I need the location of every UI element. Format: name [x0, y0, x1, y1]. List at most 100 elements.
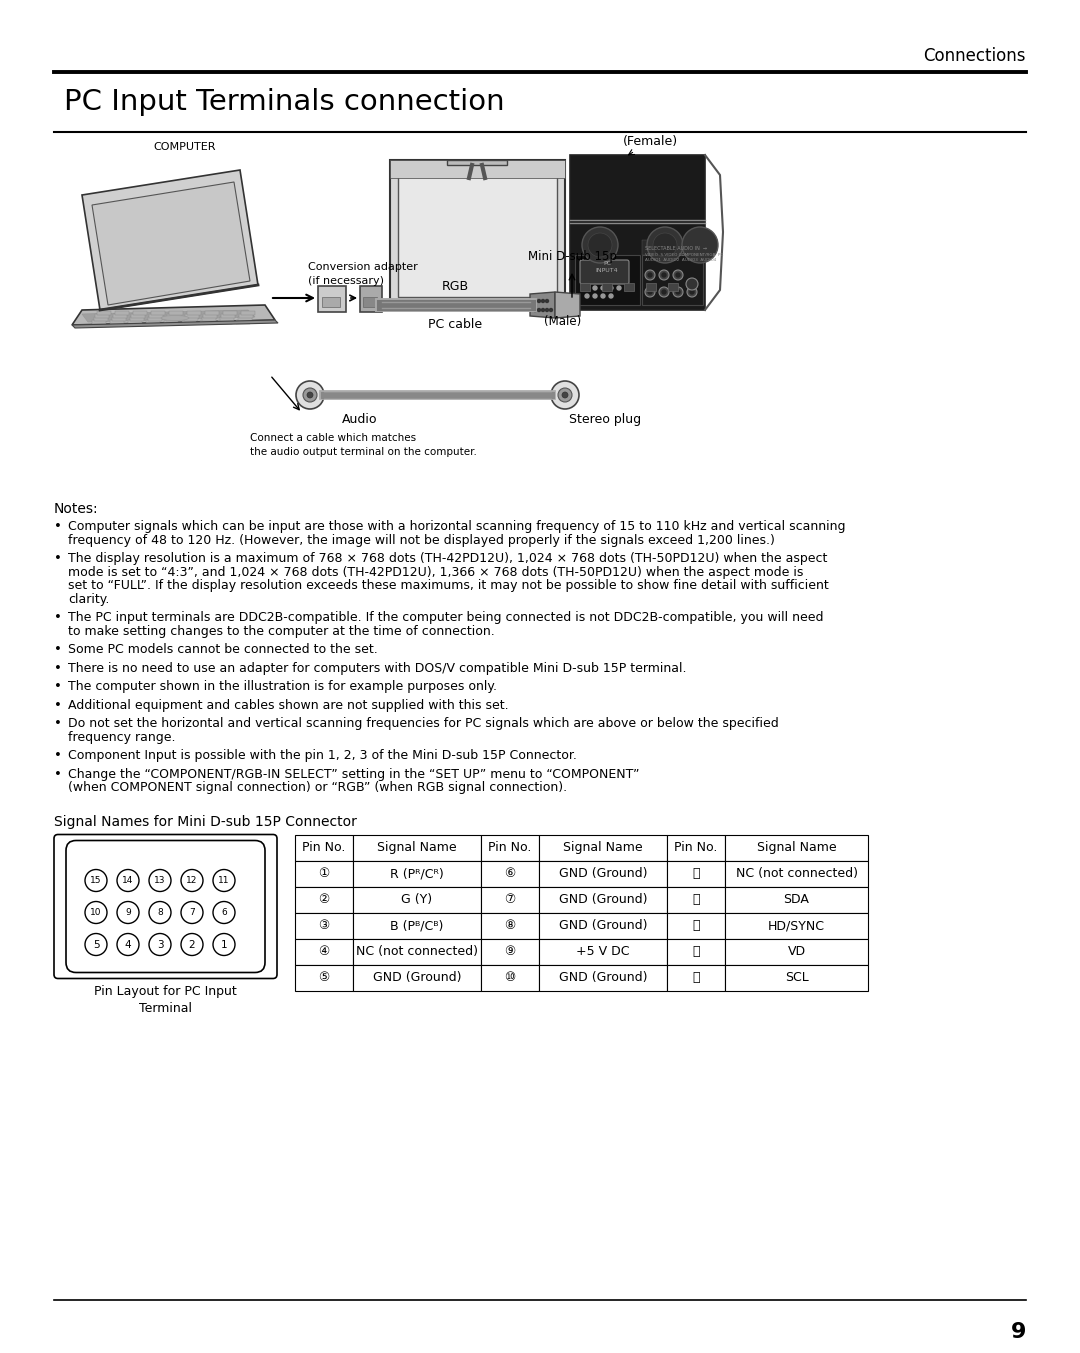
Text: Connections: Connections: [923, 47, 1026, 65]
Circle shape: [181, 870, 203, 892]
Circle shape: [534, 299, 537, 303]
Bar: [95, 314, 109, 318]
Text: COMPUTER: COMPUTER: [153, 142, 216, 152]
Circle shape: [676, 290, 680, 294]
Text: Conversion adapter
(if necessary): Conversion adapter (if necessary): [308, 262, 418, 285]
Text: SDA: SDA: [784, 893, 809, 907]
Circle shape: [85, 934, 107, 955]
Text: Pin Layout for PC Input
Terminal: Pin Layout for PC Input Terminal: [94, 985, 237, 1016]
Bar: [580, 283, 590, 291]
Circle shape: [585, 294, 589, 298]
Bar: [164, 321, 178, 323]
Circle shape: [558, 388, 572, 402]
Text: GND (Ground): GND (Ground): [558, 867, 647, 879]
Text: GND (Ground): GND (Ground): [373, 971, 461, 984]
Circle shape: [307, 392, 313, 398]
Text: ⑦: ⑦: [504, 893, 515, 907]
Circle shape: [541, 299, 544, 303]
Circle shape: [213, 934, 235, 955]
Bar: [667, 965, 725, 990]
Bar: [539, 912, 667, 939]
Bar: [539, 861, 667, 886]
Text: 2: 2: [189, 939, 195, 950]
Text: ②: ②: [319, 893, 329, 907]
Circle shape: [117, 870, 139, 892]
Text: 14: 14: [122, 875, 134, 885]
Circle shape: [213, 870, 235, 892]
Bar: [318, 285, 346, 313]
Circle shape: [588, 233, 612, 257]
Bar: [295, 861, 353, 886]
Bar: [218, 321, 232, 323]
Bar: [575, 254, 640, 304]
Text: GND (Ground): GND (Ground): [558, 893, 647, 907]
Text: INPUT4: INPUT4: [596, 268, 619, 272]
Text: Pin No.: Pin No.: [302, 842, 346, 854]
Circle shape: [617, 285, 621, 290]
Circle shape: [659, 287, 669, 298]
Bar: [481, 912, 539, 939]
Bar: [204, 311, 218, 315]
Bar: [165, 317, 179, 321]
FancyBboxPatch shape: [390, 160, 565, 304]
Bar: [725, 861, 868, 886]
Circle shape: [600, 285, 605, 290]
Text: Notes:: Notes:: [54, 502, 98, 515]
Bar: [570, 156, 705, 310]
Text: ⑨: ⑨: [504, 944, 515, 958]
Text: VIDEO  S-VIDEO COMPONENT/RGB  PC: VIDEO S-VIDEO COMPONENT/RGB PC: [645, 253, 724, 257]
Ellipse shape: [161, 315, 189, 321]
Text: •: •: [54, 552, 62, 566]
Text: 5: 5: [93, 939, 99, 950]
Text: GND (Ground): GND (Ground): [558, 971, 647, 984]
Text: PC: PC: [603, 261, 611, 265]
Text: The PC input terminals are DDC2B-compatible. If the computer being connected is : The PC input terminals are DDC2B-compati…: [68, 612, 824, 624]
Text: Audio: Audio: [342, 413, 378, 426]
Bar: [667, 835, 725, 861]
Text: VD: VD: [787, 944, 806, 958]
Bar: [149, 314, 163, 318]
Bar: [642, 239, 703, 254]
Bar: [184, 317, 198, 321]
Circle shape: [562, 392, 568, 398]
Text: Pin No.: Pin No.: [488, 842, 531, 854]
Bar: [667, 861, 725, 886]
Bar: [725, 886, 868, 912]
Polygon shape: [555, 292, 580, 318]
Text: ⑪: ⑪: [692, 867, 700, 879]
Bar: [399, 172, 557, 298]
Bar: [295, 835, 353, 861]
Text: 12: 12: [187, 875, 198, 885]
Text: AUDIO1  AUDIO2  AUDIO3  AUDIO4: AUDIO1 AUDIO2 AUDIO3 AUDIO4: [645, 258, 716, 262]
Bar: [167, 314, 181, 318]
Bar: [110, 321, 124, 323]
Bar: [646, 283, 656, 291]
Text: 7: 7: [189, 908, 194, 917]
Text: •: •: [54, 750, 62, 762]
Bar: [295, 912, 353, 939]
Text: 13: 13: [154, 875, 165, 885]
Bar: [363, 298, 377, 307]
Bar: [148, 317, 162, 321]
Text: Pin No.: Pin No.: [674, 842, 718, 854]
Text: clarity.: clarity.: [68, 593, 109, 606]
Text: Connect a cable which matches
the audio output terminal on the computer.: Connect a cable which matches the audio …: [249, 433, 477, 457]
Circle shape: [538, 299, 540, 303]
Text: (when COMPONENT signal connection) or “RGB” (when RGB signal connection).: (when COMPONENT signal connection) or “R…: [68, 781, 567, 794]
Bar: [322, 298, 340, 307]
Text: ④: ④: [319, 944, 329, 958]
Text: ③: ③: [319, 919, 329, 932]
FancyBboxPatch shape: [66, 840, 265, 973]
Circle shape: [545, 308, 549, 311]
Text: 6: 6: [221, 908, 227, 917]
Bar: [295, 939, 353, 965]
Bar: [92, 321, 106, 323]
Circle shape: [648, 273, 652, 277]
Circle shape: [551, 382, 579, 409]
Bar: [94, 317, 108, 321]
Bar: [353, 912, 481, 939]
Bar: [725, 835, 868, 861]
Bar: [481, 939, 539, 965]
Circle shape: [117, 934, 139, 955]
Text: G (Y): G (Y): [402, 893, 433, 907]
